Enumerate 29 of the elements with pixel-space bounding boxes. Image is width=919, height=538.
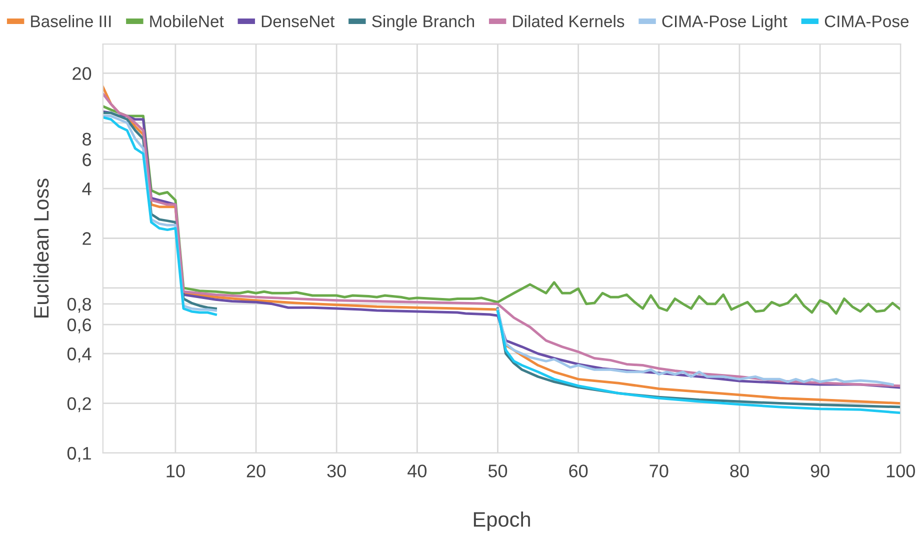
y-tick-label: 0,1 (67, 446, 91, 462)
x-tick-label: 80 (730, 464, 749, 478)
y-tick-label: 20 (72, 67, 92, 80)
x-axis-title: Epoch (474, 511, 530, 531)
x-tick-label: 100 (886, 464, 915, 478)
y-tick-label: 0,2 (67, 397, 91, 412)
y-tick-label: 6 (82, 153, 92, 166)
x-tick-label: 70 (650, 464, 668, 478)
y-tick-label: 8 (82, 132, 92, 146)
x-tick-label: 60 (569, 464, 588, 478)
y-axis-title: Euclidean Loss (33, 178, 49, 318)
legend-label: DenseNet (262, 16, 335, 28)
y-tick-label: 0,6 (67, 318, 92, 334)
y-tick-label: 2 (82, 232, 91, 245)
x-tick-label: 10 (166, 464, 185, 478)
legend-label: MobileNet (150, 15, 224, 28)
legend-label: CIMA-Pose Light (662, 15, 788, 31)
y-tick-label: 0,8 (67, 298, 92, 313)
x-tick-label: 30 (327, 464, 346, 478)
legend-label: CIMA-Pose (824, 15, 909, 28)
y-tick-label: 0,4 (67, 348, 92, 362)
x-tick-label: 20 (246, 464, 266, 478)
x-tick-label: 40 (408, 464, 427, 478)
legend-label: Baseline III (31, 15, 111, 28)
y-tick-label: 4 (82, 182, 92, 196)
legend-label: Single Branch (372, 15, 474, 31)
x-tick-label: 50 (488, 464, 508, 478)
x-tick-label: 90 (810, 464, 830, 478)
legend-label: Dilated Kernels (513, 15, 624, 28)
